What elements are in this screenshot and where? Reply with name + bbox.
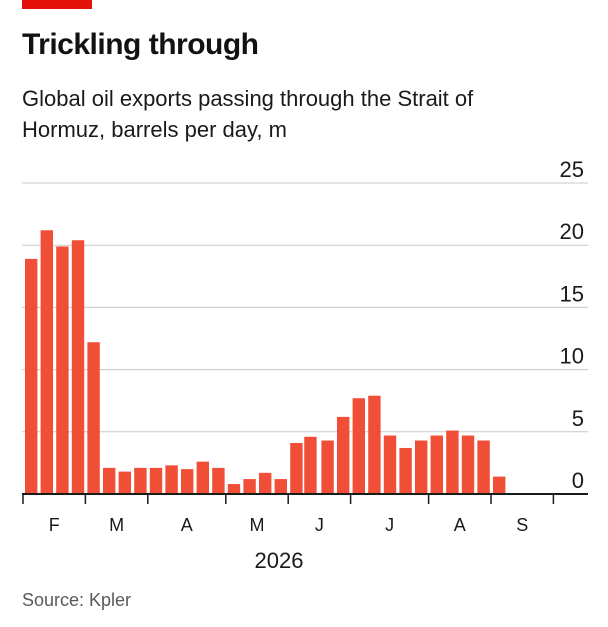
bar	[493, 476, 506, 494]
bar	[477, 440, 490, 494]
y-tick-label: 5	[572, 406, 584, 431]
y-tick-label: 15	[560, 281, 584, 306]
bar	[274, 479, 287, 494]
bar	[461, 435, 475, 494]
bar	[290, 442, 303, 494]
bar	[71, 240, 85, 494]
bar	[118, 471, 131, 494]
bar	[430, 435, 443, 494]
chart-title: Trickling through	[22, 28, 259, 61]
x-month-label: A	[181, 515, 193, 535]
source-note: Source: Kpler	[22, 590, 132, 610]
bar	[399, 447, 412, 494]
bar	[446, 430, 459, 494]
bar	[25, 258, 38, 494]
bar	[352, 398, 365, 494]
x-month-label: F	[49, 515, 60, 535]
bar	[368, 395, 381, 494]
y-tick-label: 10	[560, 344, 584, 369]
bar	[181, 469, 194, 494]
bar	[87, 342, 100, 494]
bar	[40, 230, 53, 494]
bar	[134, 467, 147, 494]
x-month-label: A	[454, 515, 466, 535]
bar	[56, 246, 69, 494]
bar	[383, 435, 397, 494]
bar	[337, 416, 350, 494]
bar	[259, 472, 272, 494]
bar	[165, 465, 178, 494]
bar	[196, 461, 209, 494]
x-axis-year-label: 2026	[255, 548, 304, 573]
y-tick-label: 20	[560, 219, 584, 244]
x-month-label: M	[250, 515, 265, 535]
x-month-label: J	[315, 515, 324, 535]
bar	[321, 440, 334, 494]
bar	[149, 467, 163, 494]
x-month-label: S	[516, 515, 528, 535]
x-month-label: M	[109, 515, 124, 535]
x-month-label: J	[385, 515, 394, 535]
y-tick-label: 0	[572, 468, 584, 493]
bar	[227, 484, 241, 494]
bar	[304, 436, 317, 494]
y-tick-label: 25	[560, 157, 584, 182]
bar	[243, 479, 256, 494]
chart-subtitle: Global oil exports passing through the S…	[22, 86, 474, 142]
bar	[212, 467, 225, 494]
brand-accent-bar	[22, 0, 92, 9]
bar	[103, 467, 116, 494]
bar	[415, 440, 428, 494]
